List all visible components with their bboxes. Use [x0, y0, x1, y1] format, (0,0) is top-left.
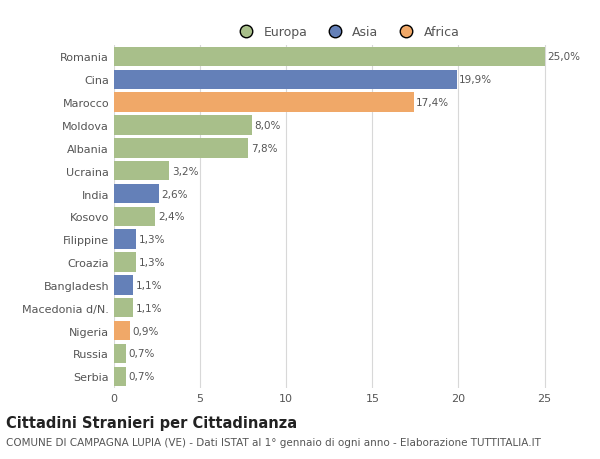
Text: COMUNE DI CAMPAGNA LUPIA (VE) - Dati ISTAT al 1° gennaio di ogni anno - Elaboraz: COMUNE DI CAMPAGNA LUPIA (VE) - Dati IST… [6, 437, 541, 447]
Legend: Europa, Asia, Africa: Europa, Asia, Africa [229, 22, 464, 45]
Text: 1,1%: 1,1% [136, 280, 162, 290]
Text: 19,9%: 19,9% [460, 75, 493, 85]
Bar [114, 344, 126, 364]
Text: 25,0%: 25,0% [547, 52, 580, 62]
Bar [114, 70, 457, 90]
Text: 17,4%: 17,4% [416, 98, 449, 108]
Bar [114, 321, 130, 341]
Bar [114, 139, 248, 158]
Bar [114, 298, 133, 318]
Text: 3,2%: 3,2% [172, 166, 198, 176]
Text: 8,0%: 8,0% [254, 121, 281, 131]
Bar [114, 275, 133, 295]
Bar [114, 230, 136, 249]
Text: 7,8%: 7,8% [251, 144, 277, 153]
Bar [114, 48, 545, 67]
Bar [114, 116, 252, 135]
Bar [114, 162, 169, 181]
Text: 1,3%: 1,3% [139, 235, 166, 245]
Text: 1,1%: 1,1% [136, 303, 162, 313]
Text: 0,7%: 0,7% [128, 371, 155, 381]
Text: 2,6%: 2,6% [161, 189, 188, 199]
Bar [114, 185, 159, 204]
Bar [114, 253, 136, 272]
Bar [114, 207, 155, 227]
Bar [114, 367, 126, 386]
Text: Cittadini Stranieri per Cittadinanza: Cittadini Stranieri per Cittadinanza [6, 415, 297, 431]
Text: 2,4%: 2,4% [158, 212, 184, 222]
Text: 0,7%: 0,7% [128, 349, 155, 358]
Text: 0,9%: 0,9% [132, 326, 158, 336]
Bar [114, 93, 413, 112]
Text: 1,3%: 1,3% [139, 257, 166, 268]
